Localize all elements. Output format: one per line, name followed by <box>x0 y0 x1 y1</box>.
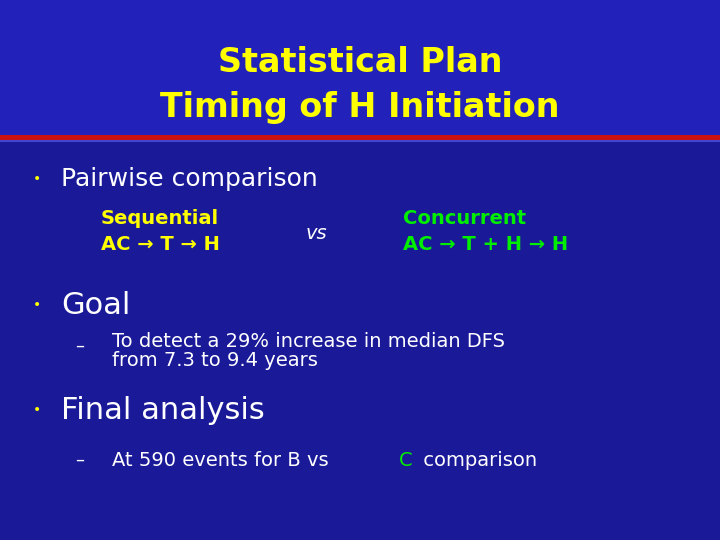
Text: C: C <box>399 450 413 470</box>
Text: Timing of H Initiation: Timing of H Initiation <box>161 91 559 125</box>
Text: –: – <box>76 336 85 355</box>
Text: •: • <box>32 172 40 186</box>
Text: Sequential: Sequential <box>101 209 219 228</box>
Text: –: – <box>76 451 85 469</box>
Text: AC → T + H → H: AC → T + H → H <box>403 234 568 254</box>
Text: from 7.3 to 9.4 years: from 7.3 to 9.4 years <box>112 351 318 370</box>
Text: Statistical Plan: Statistical Plan <box>217 45 503 79</box>
Bar <box>0 0 720 140</box>
Text: •: • <box>32 298 40 312</box>
Text: To detect a 29% increase in median DFS: To detect a 29% increase in median DFS <box>112 332 505 351</box>
Text: At 590 events for B vs: At 590 events for B vs <box>112 450 335 470</box>
Text: Goal: Goal <box>61 291 130 320</box>
Text: comparison: comparison <box>417 450 537 470</box>
Text: vs: vs <box>306 224 328 243</box>
Text: Concurrent: Concurrent <box>403 209 526 228</box>
Text: •: • <box>32 403 40 417</box>
Text: Final analysis: Final analysis <box>61 396 265 425</box>
Text: AC → T → H: AC → T → H <box>101 234 220 254</box>
Text: Pairwise comparison: Pairwise comparison <box>61 167 318 191</box>
